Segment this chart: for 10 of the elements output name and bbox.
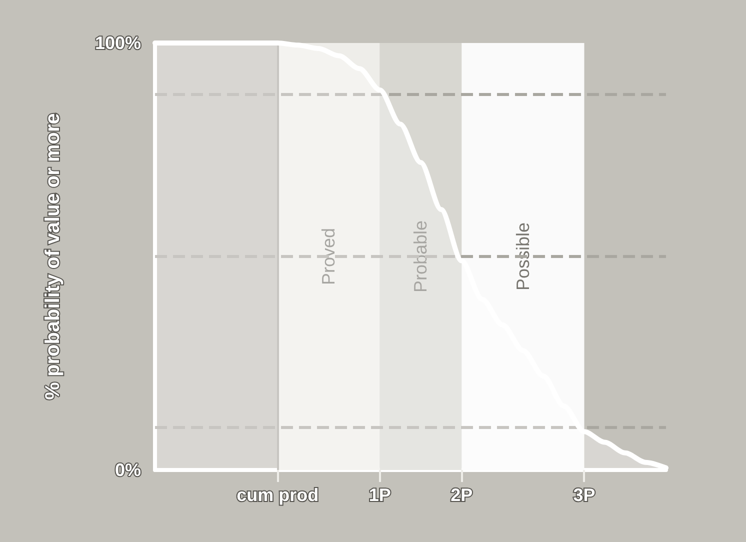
band-label: Probable xyxy=(410,220,431,293)
x-tick-label: 1P xyxy=(368,485,391,505)
x-tick-label: 3P xyxy=(573,485,596,505)
y-tick-label: 100% xyxy=(94,33,141,53)
x-tick-label: cum prod xyxy=(236,485,319,505)
y-tick-label: 0% xyxy=(114,460,141,480)
band-label: Proved xyxy=(318,228,339,286)
x-tick-label: 2P xyxy=(450,485,473,505)
y-axis-title: % probability of value or more xyxy=(42,113,64,400)
band-label: Possible xyxy=(512,222,533,291)
